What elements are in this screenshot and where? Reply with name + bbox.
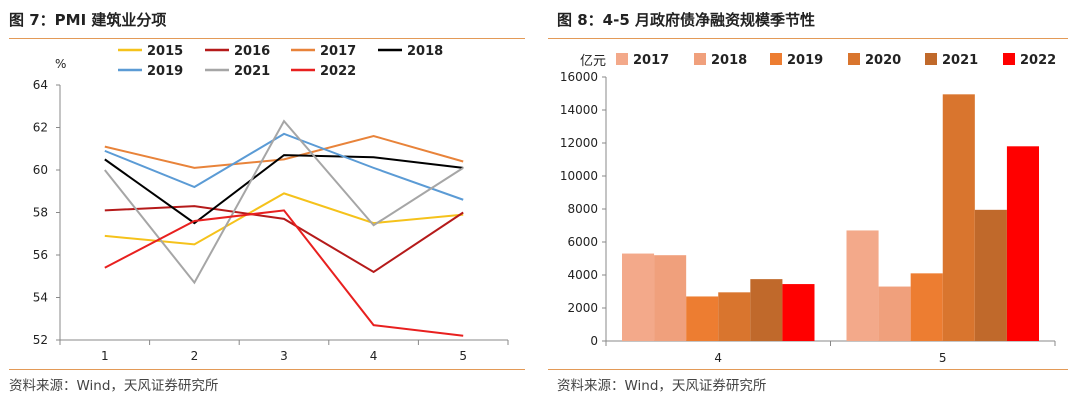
legend-swatch-2020 <box>848 53 860 65</box>
legend-label-2019: 2019 <box>787 53 823 68</box>
legend-swatch-2017 <box>616 53 628 65</box>
bar-5-2019 <box>910 273 943 341</box>
y-axis-unit-label: % <box>55 57 66 71</box>
y-tick-label: 12000 <box>560 136 598 150</box>
bar-4-2019 <box>686 296 719 341</box>
legend-label-2018: 2018 <box>407 44 443 59</box>
figure-8-source: 资料来源：Wind，天风证券研究所 <box>557 378 767 394</box>
y-tick-label: 64 <box>33 78 48 92</box>
bar-5-2022 <box>1006 146 1039 341</box>
legend-label-2015: 2015 <box>147 44 183 59</box>
series-line-2022 <box>104 209 464 337</box>
figure-7-title: 图 7：PMI 建筑业分项 <box>9 11 167 29</box>
legend-label-2017: 2017 <box>320 44 356 59</box>
legend-swatch-2018 <box>694 53 706 65</box>
legend-label-2016: 2016 <box>234 44 270 59</box>
bar-5-2018 <box>878 286 911 341</box>
figure-7-bottom-rule <box>9 369 525 370</box>
bar-4-2020 <box>718 292 751 341</box>
y-tick-label: 16000 <box>560 70 598 84</box>
x-tick-label: 2 <box>191 349 199 363</box>
y-tick-label: 52 <box>33 333 48 347</box>
x-tick-label: 5 <box>459 349 467 363</box>
series-line-2021 <box>104 119 464 285</box>
y-axis-unit-label: 亿元 <box>580 54 606 69</box>
y-tick-label: 60 <box>33 163 48 177</box>
legend-label-2019: 2019 <box>147 64 183 79</box>
bar-4-2017 <box>622 253 655 341</box>
legend-label-2021: 2021 <box>234 64 270 79</box>
figure-8-bottom-rule <box>548 369 1068 370</box>
series-line-2019 <box>104 132 464 201</box>
x-tick-label: 3 <box>280 349 288 363</box>
legend-label-2017: 2017 <box>633 53 669 68</box>
x-tick-label: 4 <box>370 349 378 363</box>
x-tick-label: 5 <box>939 351 947 365</box>
y-tick-label: 56 <box>33 248 48 262</box>
legend-label-2018: 2018 <box>711 53 747 68</box>
x-tick-label: 1 <box>101 349 109 363</box>
series-line-2016 <box>104 205 464 274</box>
bar-4-2018 <box>654 255 687 341</box>
bar-5-2017 <box>846 230 879 341</box>
y-tick-label: 8000 <box>567 202 598 216</box>
figure-8-title-rule <box>548 38 1068 39</box>
figure-7-panel: 图 7：PMI 建筑业分项 % 52 54 56 58 60 62 64 1 2 3 4 5 2015 20… <box>0 0 530 401</box>
bar-5-2020 <box>942 94 975 341</box>
series-line-2018 <box>104 154 464 225</box>
series-line-2017 <box>104 134 464 169</box>
legend-label-2020: 2020 <box>865 53 901 68</box>
y-tick-label: 2000 <box>567 301 598 315</box>
gov-bond-bar-chart: 亿元 0 2000 4000 6000 8000 10000 12000 14000 16000 4… <box>560 53 1056 365</box>
legend-swatch-2022 <box>1003 53 1015 65</box>
figure-8-panel: 图 8：4-5 月政府债净融资规模季节性 亿元 0 2000 4000 6000 8000… <box>548 0 1080 401</box>
legend-swatch-2019 <box>770 53 782 65</box>
bar-4-2021 <box>750 279 783 341</box>
y-tick-label: 6000 <box>567 235 598 249</box>
y-tick-label: 0 <box>590 334 598 348</box>
y-tick-label: 54 <box>33 291 48 305</box>
series-line-2015 <box>104 192 464 246</box>
y-tick-label: 58 <box>33 206 48 220</box>
y-tick-label: 14000 <box>560 103 598 117</box>
y-tick-label: 10000 <box>560 169 598 183</box>
y-tick-label: 62 <box>33 121 48 135</box>
legend-swatch-2021 <box>925 53 937 65</box>
bar-4-2022 <box>782 284 815 341</box>
legend-label-2022: 2022 <box>1020 53 1056 68</box>
pmi-line-chart: % 52 54 56 58 60 62 64 1 2 3 4 5 2015 2016 2017 2018 2019… <box>33 44 509 363</box>
y-tick-label: 4000 <box>567 268 598 282</box>
x-tick-label: 4 <box>714 351 722 365</box>
figure-8-title: 图 8：4-5 月政府债净融资规模季节性 <box>557 11 815 29</box>
figure-7-source: 资料来源：Wind，天风证券研究所 <box>9 378 219 394</box>
bar-5-2021 <box>974 209 1007 341</box>
figure-7-title-rule <box>9 38 525 39</box>
legend-label-2022: 2022 <box>320 64 356 79</box>
legend-label-2021: 2021 <box>942 53 978 68</box>
